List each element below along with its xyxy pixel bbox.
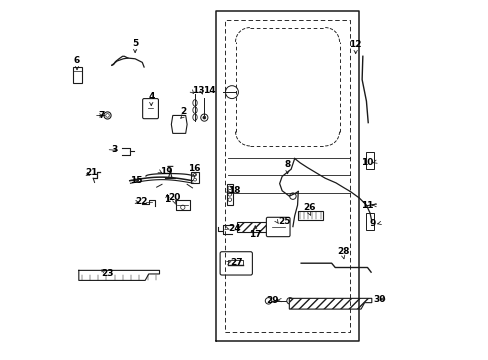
Text: 6: 6 (74, 57, 80, 66)
Text: 12: 12 (349, 40, 361, 49)
Bar (365, 152, 373, 169)
Bar (366, 213, 373, 230)
Text: 3: 3 (111, 145, 117, 154)
Text: 28: 28 (336, 247, 348, 256)
Text: 27: 27 (229, 258, 242, 267)
Text: 29: 29 (265, 296, 278, 305)
Text: 4: 4 (148, 92, 154, 101)
Bar (73, 67, 82, 83)
Text: 13: 13 (192, 86, 204, 95)
Text: 10: 10 (361, 158, 373, 167)
Text: 17: 17 (248, 230, 261, 239)
Text: 30: 30 (373, 294, 386, 303)
FancyBboxPatch shape (142, 99, 158, 119)
Text: 20: 20 (168, 193, 181, 202)
Text: 11: 11 (361, 201, 373, 210)
Polygon shape (237, 222, 271, 232)
Text: 16: 16 (188, 164, 200, 173)
Text: 19: 19 (160, 167, 172, 176)
Text: 22: 22 (135, 197, 147, 206)
Text: 26: 26 (302, 203, 315, 212)
Polygon shape (289, 298, 371, 309)
Text: 1: 1 (164, 194, 170, 203)
Circle shape (203, 116, 205, 119)
Text: 2: 2 (180, 107, 186, 116)
Text: 23: 23 (101, 269, 113, 278)
Bar (297, 211, 323, 220)
Text: 8: 8 (284, 161, 290, 170)
Text: 15: 15 (129, 176, 142, 185)
Text: 25: 25 (278, 217, 290, 226)
Bar (226, 184, 233, 205)
Text: 7: 7 (99, 111, 105, 120)
Text: 21: 21 (85, 168, 98, 177)
Text: 24: 24 (228, 224, 240, 233)
FancyBboxPatch shape (266, 217, 289, 237)
Text: 9: 9 (369, 219, 375, 228)
Text: 5: 5 (132, 39, 138, 48)
Polygon shape (171, 116, 187, 134)
Text: 18: 18 (228, 186, 240, 195)
Bar (191, 172, 198, 183)
Text: 14: 14 (203, 86, 215, 95)
FancyBboxPatch shape (220, 252, 252, 275)
